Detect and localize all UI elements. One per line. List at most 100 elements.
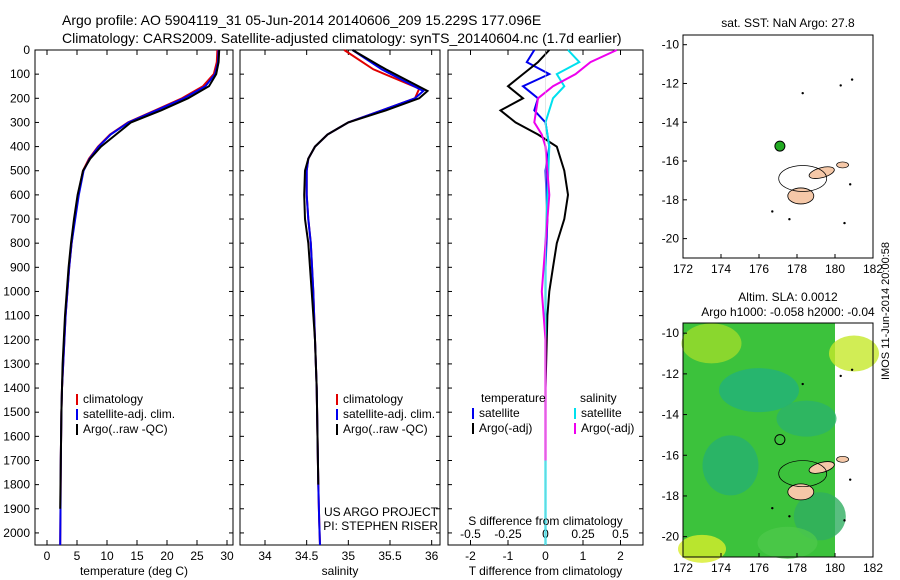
y-tick-label: -18 [662,489,680,503]
x-tick-label: 35.5 [378,549,402,563]
y-tick-label: -16 [662,448,680,462]
y-tick-label: -20 [662,530,680,544]
island-vanua-levu [808,166,835,179]
y-tick-label: -14 [662,408,680,422]
small-island [843,519,846,522]
x-tick-label: 35 [342,549,356,563]
x-tick-label: 25 [190,549,204,563]
series-line-satellite-adj-clim- [59,49,220,546]
y-tick-label: 2000 [3,526,30,540]
y-tick-label: -10 [662,326,680,340]
small-island [801,382,804,386]
reef-contour [778,165,828,192]
y-tick-label: 1000 [3,284,30,298]
map-frame [682,34,874,259]
x-tick-label: 36 [425,549,439,563]
series-line-argo-raw-qc- [303,49,430,485]
legend-heading-temperature: temperature [481,391,546,405]
x-tick-label-top: 0.25 [571,527,595,541]
y-tick-label: -12 [662,76,680,90]
small-island [843,221,846,225]
x-tick-label: 0 [44,549,51,563]
series-line-salinity-argo-adj- [533,49,618,461]
reef-contour [778,460,828,487]
small-island [850,368,854,371]
small-island [788,515,791,518]
small-island [849,478,852,481]
figure-title-line1: Argo profile: AO 5904119_31 05-Jun-2014 … [62,12,542,28]
y-tick-label: 1300 [3,357,30,371]
y-tick-label: 100 [10,67,30,81]
x-tick-label: 20 [160,549,174,563]
y-tick-label: 0 [23,43,30,57]
x-tick-label: 34 [258,549,272,563]
x-tick-label: 182 [863,561,883,575]
y-tick-label: 300 [10,115,30,129]
x-tick-label: 180 [825,262,845,276]
y-tick-label: -16 [662,154,680,168]
y-tick-label: 900 [10,260,30,274]
series-line-argo-raw-qc- [59,49,221,509]
series-line-satellite-adj-clim- [305,49,426,546]
x-axis-label: T difference from climatology [469,564,623,578]
sla-patch [757,526,818,559]
island-viti-levu [787,187,815,205]
legend-label: Argo(..raw -QC) [83,422,168,436]
map-subtitle: Argo h1000: -0.058 h2000: -0.04 [701,305,875,319]
annotation-text: PI: STEPHEN RISER [323,519,438,533]
y-tick-label: 1500 [3,405,30,419]
y-tick-label: 600 [10,188,30,202]
legend-label: climatology [83,392,143,406]
x-tick-label: 178 [787,561,807,575]
y-tick-label: 1200 [3,333,30,347]
x-tick-label: 176 [749,561,769,575]
legend-label: climatology [343,392,403,406]
sla-patch [793,492,846,541]
x-tick-label: 172 [673,561,693,575]
island-taveuni [836,455,849,463]
small-island [839,374,842,378]
legend-label: Argo(..raw -QC) [343,422,428,436]
x-tick-label: 174 [711,262,731,276]
x-tick-label: 172 [673,262,693,276]
x-tick-label: 178 [787,262,807,276]
panel-frame [239,49,441,546]
y-tick-label: 1800 [3,478,30,492]
small-island [850,78,854,81]
x-tick-label: 5 [74,549,81,563]
legend-label: satellite [581,406,622,420]
y-tick-label: 200 [10,91,30,105]
y-tick-label: 500 [10,164,30,178]
x-tick-label: 182 [863,262,883,276]
y-tick-label: -14 [662,115,680,129]
side-stamp: IMOS 11-Jun-2014 20:00:58 [880,242,892,380]
panel-map-sst: 172 174 176 178 180 182 -10 -12 -14 -16 -18 -20 sat.… [662,16,884,276]
x-tick-label: 180 [825,561,845,575]
y-tick-label: 700 [10,212,30,226]
panel-temperature: 0 5 10 15 20 25 300100200300400500600700800900… [3,43,234,578]
sla-patch [678,534,726,563]
x-tick-label: 174 [711,561,731,575]
x-tick-label: 176 [749,262,769,276]
map-title: Altim. SLA: 0.0012 [738,290,838,304]
x-tick-label-top: -0.5 [460,527,481,541]
series-line-temperature-argo-adj- [498,49,570,509]
y-tick-label: -10 [662,38,680,52]
y-tick-label: 1900 [3,502,30,516]
legend-label: satellite-adj. clim. [83,407,175,421]
x-tick-label: 0 [542,549,549,563]
x-tick-label-top: 0.5 [612,527,629,541]
float-position-marker [774,140,786,152]
sla-patch [702,435,759,496]
small-island [771,506,774,510]
y-tick-label: -18 [662,193,680,207]
x-tick-label: 2 [617,549,624,563]
panel-salinity: 34 34.5 35 35.5 36 salinity climatologysatelli… [239,49,441,578]
series-line-climatology [305,49,421,546]
x-tick-label: 15 [130,549,144,563]
panel-map-sla: 172 174 176 178 180 182 -10 -12 -14 -16 -18 -20 Alti… [662,290,884,575]
x-tick-label: 30 [220,549,234,563]
small-island [801,91,804,95]
